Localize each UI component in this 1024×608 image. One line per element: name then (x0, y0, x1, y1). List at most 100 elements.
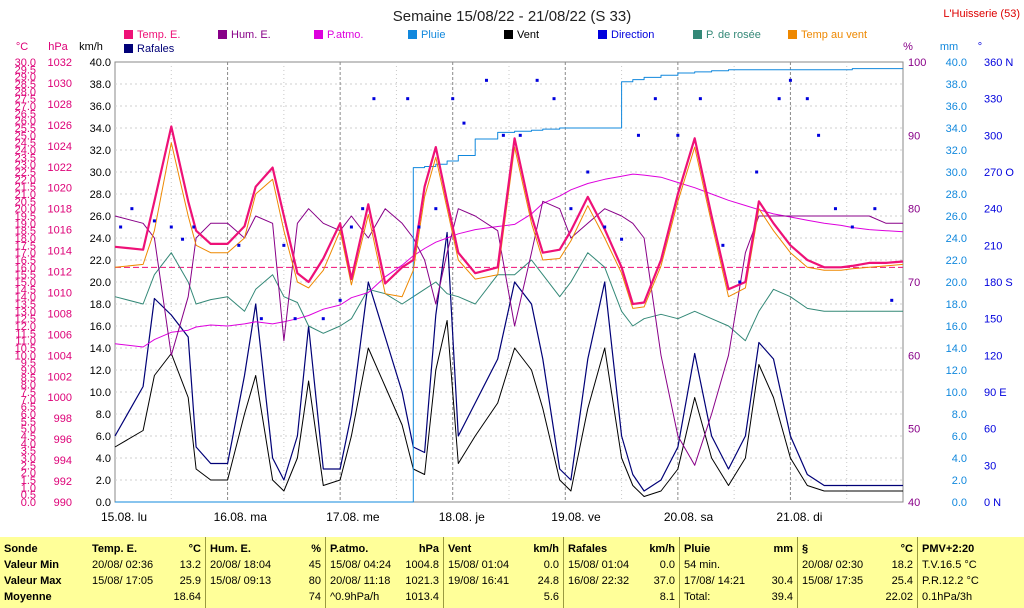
temp-tick-label: 13.0 (15, 306, 36, 318)
temp-tick-label: 9.0 (21, 365, 36, 377)
direction-point (788, 78, 792, 82)
direction-point (777, 97, 781, 101)
temp-tick-label: 3.5 (21, 446, 36, 458)
stat-row: 74 (210, 589, 321, 605)
x-day-label: 20.08. sa (664, 510, 714, 524)
direction-tick-label: 240 (984, 204, 1002, 216)
stat-value: 18.64 (173, 591, 201, 603)
rain-tick-label: 14.0 (946, 343, 967, 355)
temp-tick-label: 6.0 (21, 409, 36, 421)
pressure-tick-label: 1028 (48, 99, 72, 111)
direction-point (282, 243, 286, 247)
rain-tick-label: 20.0 (946, 277, 967, 289)
stat-value: 1021.3 (405, 575, 439, 587)
direction-point (361, 207, 365, 211)
direction-point (293, 317, 297, 321)
wind-tick-label: 34.0 (90, 123, 111, 135)
wind-tick-label: 22.0 (90, 255, 111, 267)
stat-row: ^0.9hPa/h 1013.4 (330, 589, 439, 605)
direction-point (192, 225, 196, 229)
direction-tick-label: 210 (984, 240, 1002, 252)
series-line-vent (114, 320, 903, 497)
temp-tick-label: 2.0 (21, 468, 36, 480)
wind-tick-label: 0.0 (96, 497, 111, 509)
stat-label: 15/08/ 01:04 (568, 559, 630, 571)
rain-tick-label: 12.0 (946, 365, 967, 377)
stat-header: Rafales km/h (568, 541, 675, 557)
direction-point (833, 207, 837, 211)
x-day-label: 16.08. ma (214, 510, 268, 524)
temp-tick-label: 10.5 (15, 343, 36, 355)
stat-row: Total: 39.4 (684, 589, 793, 605)
pressure-tick-label: 1016 (48, 225, 72, 237)
row-label-avg: Moyenne (4, 591, 52, 603)
series-line-temp-e- (114, 125, 904, 306)
wind-tick-label: 32.0 (90, 145, 111, 157)
wind-tick-label: 16.0 (90, 321, 111, 333)
x-day-label: 17.08. me (326, 510, 380, 524)
stat-row: 0.1hPa/3h (922, 589, 1020, 605)
row-label-min: Valeur Min (4, 559, 60, 571)
temp-tick-label: 21.5 (15, 182, 36, 194)
legend-label: Direction (611, 29, 654, 41)
temp-tick-label: 27.5 (15, 94, 36, 106)
direction-point (181, 237, 185, 241)
temp-tick-label: 18.0 (15, 233, 36, 245)
stat-header: Temp. E. °C (92, 541, 201, 557)
temp-tick-label: 29.0 (15, 72, 36, 84)
stat-row: 15/08/ 04:24 1004.8 (330, 557, 439, 573)
temp-tick-label: 20.5 (15, 196, 36, 208)
temp-tick-label: 19.0 (15, 218, 36, 230)
stat-block-6: § °C 20/08/ 02:30 18.2 15/08/ 17:35 25.4 22.02 (797, 537, 917, 608)
rain-tick-label: 34.0 (946, 123, 967, 135)
wind-tick-label: 2.0 (96, 475, 111, 487)
x-day-label: 18.08. je (439, 510, 485, 524)
temp-tick-label: 11.0 (15, 336, 36, 348)
stat-header: Vent km/h (448, 541, 559, 557)
stat-value: 25.4 (891, 575, 913, 587)
temp-tick-label: 3.0 (21, 453, 36, 465)
temp-tick-label: 0.5 (21, 490, 36, 502)
rain-tick-label: 18.0 (946, 299, 967, 311)
x-day-label: 21.08. di (776, 510, 822, 524)
wind-tick-label: 4.0 (96, 453, 111, 465)
stat-block-3: Vent km/h 15/08/ 01:04 0.0 19/08/ 16:41 24.8 5… (443, 537, 563, 608)
direction-tick-label: 60 (984, 424, 996, 436)
direction-tick-label: 300 (984, 130, 1002, 142)
chart-series (114, 68, 904, 503)
rain-tick-label: 6.0 (952, 431, 967, 443)
temp-tick-label: 15.5 (15, 270, 36, 282)
pressure-tick-label: 990 (54, 497, 72, 509)
stat-header: Hum. E.% (210, 541, 321, 557)
rain-tick-label: 8.0 (952, 409, 967, 421)
direction-tick-label: 150 (984, 314, 1002, 326)
pressure-tick-label: 1010 (48, 287, 72, 299)
stat-value: 13.2 (179, 559, 201, 571)
stat-label: Vent (448, 543, 472, 555)
temp-tick-label: 23.0 (15, 160, 36, 172)
stat-row: 15/08/ 17:35 25.4 (802, 573, 913, 589)
temp-tick-label: 7.0 (21, 394, 36, 406)
temp-tick-label: 5.5 (21, 416, 36, 428)
legend-label: Temp au vent (801, 29, 867, 41)
stat-value: 8.1 (659, 591, 675, 603)
stat-label: 15/08/ 17:05 (92, 575, 154, 587)
legend-swatch (408, 30, 417, 39)
wind-tick-label: 12.0 (90, 365, 111, 377)
legend-swatch (504, 30, 513, 39)
direction-point (372, 97, 376, 101)
chart-title: Semaine 15/08/22 - 21/08/22 (S 33) (393, 8, 632, 25)
stat-row: 16/08/ 22:32 37.0 (568, 573, 675, 589)
temp-tick-label: 6.5 (21, 402, 36, 414)
pressure-tick-label: 1020 (48, 183, 72, 195)
x-day-label: 15.08. lu (101, 510, 147, 524)
rain-tick-label: 10.0 (946, 387, 967, 399)
series-line-rafales (114, 231, 903, 492)
direction-point (434, 207, 438, 211)
stat-header: Pluie mm (684, 541, 793, 557)
temp-tick-label: 14.0 (15, 292, 36, 304)
stat-label: 15/08/ 17:35 (802, 575, 864, 587)
stat-block-0: Temp. E. °C 20/08/ 02:36 13.2 15/08/ 17:05 25… (88, 537, 205, 608)
wind-tick-label: 18.0 (90, 299, 111, 311)
rain-tick-label: 4.0 (952, 453, 967, 465)
